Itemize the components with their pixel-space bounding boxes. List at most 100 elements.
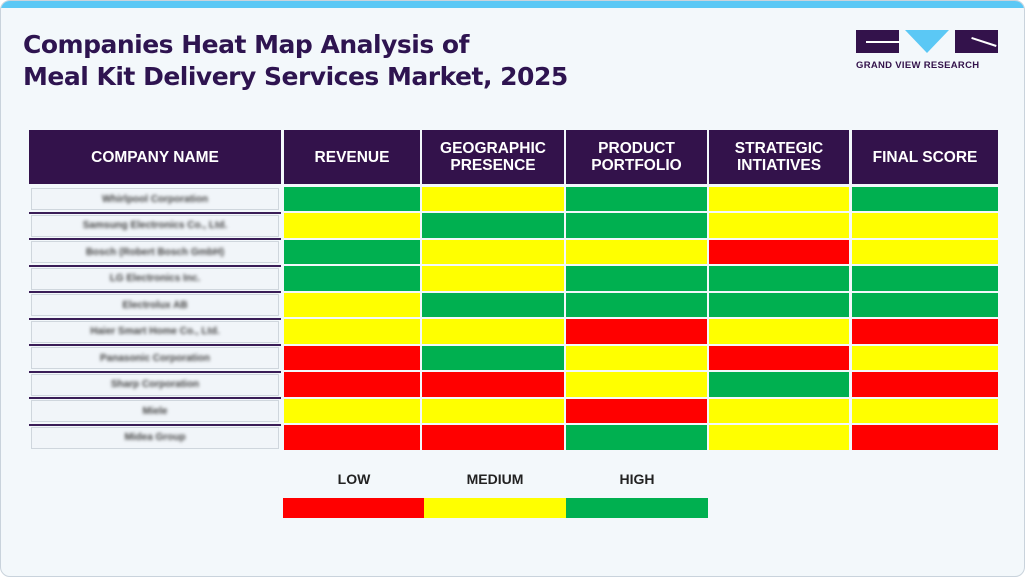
company-name-text: Electrolux AB <box>122 299 188 311</box>
top-accent-bar <box>1 1 1024 8</box>
row-separator <box>29 370 281 373</box>
heat-cell <box>852 239 998 264</box>
row-separator <box>29 264 281 267</box>
heat-cell <box>566 239 707 264</box>
legend-swatch <box>424 498 566 518</box>
row-separator <box>29 397 281 399</box>
heat-cell <box>852 372 998 397</box>
row-separator <box>29 344 281 346</box>
heat-cell <box>709 345 849 370</box>
legend-label: LOW <box>337 471 371 487</box>
company-name: Samsung Electronics Co., Ltd. <box>31 214 279 237</box>
heat-cell <box>852 345 998 370</box>
row-separator <box>29 317 281 320</box>
heat-cell <box>566 345 707 370</box>
heat-cell <box>284 319 420 344</box>
company-name: Miele <box>31 400 279 422</box>
company-name: Panasonic Corporation <box>31 347 279 369</box>
logo-g-mark <box>856 30 900 53</box>
gvr-logo: GRAND VIEW RESEARCH <box>856 30 998 71</box>
heat-cell <box>422 425 564 450</box>
heat-cell <box>566 213 707 238</box>
heat-cell <box>852 266 998 291</box>
company-name-text: Sharp Corporation <box>110 379 200 390</box>
heat-cell <box>422 372 564 397</box>
legend-label: HIGH <box>619 471 655 487</box>
row-separator <box>29 238 281 240</box>
heat-cell <box>709 186 849 211</box>
column-header: COMPANY NAME <box>29 130 281 184</box>
heat-cell <box>852 425 998 450</box>
heat-cell <box>566 398 707 423</box>
heat-cell <box>422 292 564 317</box>
legend-label: MEDIUM <box>466 471 524 487</box>
heat-cell <box>709 425 849 450</box>
company-name-text: Whirlpool Corporation <box>101 193 209 205</box>
company-name-text: Miele <box>142 405 168 417</box>
heat-cell <box>852 213 998 238</box>
heat-cell <box>709 372 849 397</box>
heat-cell <box>284 345 420 370</box>
company-name-text: Panasonic Corporation <box>99 352 210 364</box>
heat-cell <box>284 292 420 317</box>
row-separator <box>29 211 281 214</box>
company-name: Haier Smart Home Co., Ltd. <box>31 320 279 343</box>
company-name: Midea Group <box>31 426 279 449</box>
column-header: PRODUCT PORTFOLIO <box>566 130 707 184</box>
legend-swatch <box>283 498 425 518</box>
heat-cell <box>709 266 849 291</box>
company-name: Electrolux AB <box>31 294 279 316</box>
chart-title: Companies Heat Map Analysis of Meal Kit … <box>23 29 568 93</box>
heat-cell <box>709 398 849 423</box>
heat-cell <box>422 239 564 264</box>
company-name-text: Samsung Electronics Co., Ltd. <box>82 220 228 231</box>
column-header: FINAL SCORE <box>852 130 998 184</box>
heat-cell <box>566 372 707 397</box>
column-header: STRATEGIC INTIATIVES <box>709 130 849 184</box>
heat-cell <box>422 266 564 291</box>
row-separator <box>29 291 281 293</box>
company-name: LG Electronics Inc. <box>31 267 279 290</box>
heat-cell <box>284 372 420 397</box>
company-name-text: Midea Group <box>124 432 186 443</box>
company-name: Bosch (Robert Bosch GmbH) <box>31 241 279 263</box>
column-header: REVENUE <box>284 130 420 184</box>
heat-cell <box>284 186 420 211</box>
heat-cell <box>566 266 707 291</box>
heat-cell <box>852 398 998 423</box>
heat-cell <box>852 292 998 317</box>
company-name: Whirlpool Corporation <box>31 188 279 210</box>
heat-cell <box>422 213 564 238</box>
heat-cell <box>709 239 849 264</box>
heat-cell <box>566 186 707 211</box>
heat-cell <box>709 319 849 344</box>
heat-cell <box>566 319 707 344</box>
company-name-text: Haier Smart Home Co., Ltd. <box>90 326 220 337</box>
heat-cell <box>709 292 849 317</box>
heat-cell <box>566 292 707 317</box>
heat-cell <box>284 398 420 423</box>
heat-cell <box>422 186 564 211</box>
logo-text: GRAND VIEW RESEARCH <box>856 60 980 71</box>
heat-cell <box>284 266 420 291</box>
heat-cell <box>284 239 420 264</box>
heat-cell <box>852 186 998 211</box>
column-header: GEOGRAPHIC PRESENCE <box>422 130 564 184</box>
legend-swatch <box>566 498 708 518</box>
heat-cell <box>422 398 564 423</box>
company-name-text: LG Electronics Inc. <box>109 273 201 284</box>
logo-v-mark <box>905 30 949 53</box>
heat-cell <box>709 213 849 238</box>
heat-cell <box>284 425 420 450</box>
title-line-1: Companies Heat Map Analysis of <box>23 30 469 59</box>
heat-cell <box>422 319 564 344</box>
heat-cell <box>852 319 998 344</box>
company-name: Sharp Corporation <box>31 373 279 396</box>
company-name-text: Bosch (Robert Bosch GmbH) <box>85 246 225 258</box>
heat-cell <box>422 345 564 370</box>
row-separator <box>29 423 281 426</box>
title-line-2: Meal Kit Delivery Services Market, 2025 <box>23 62 568 91</box>
logo-r-mark <box>955 30 998 53</box>
heat-cell <box>284 213 420 238</box>
